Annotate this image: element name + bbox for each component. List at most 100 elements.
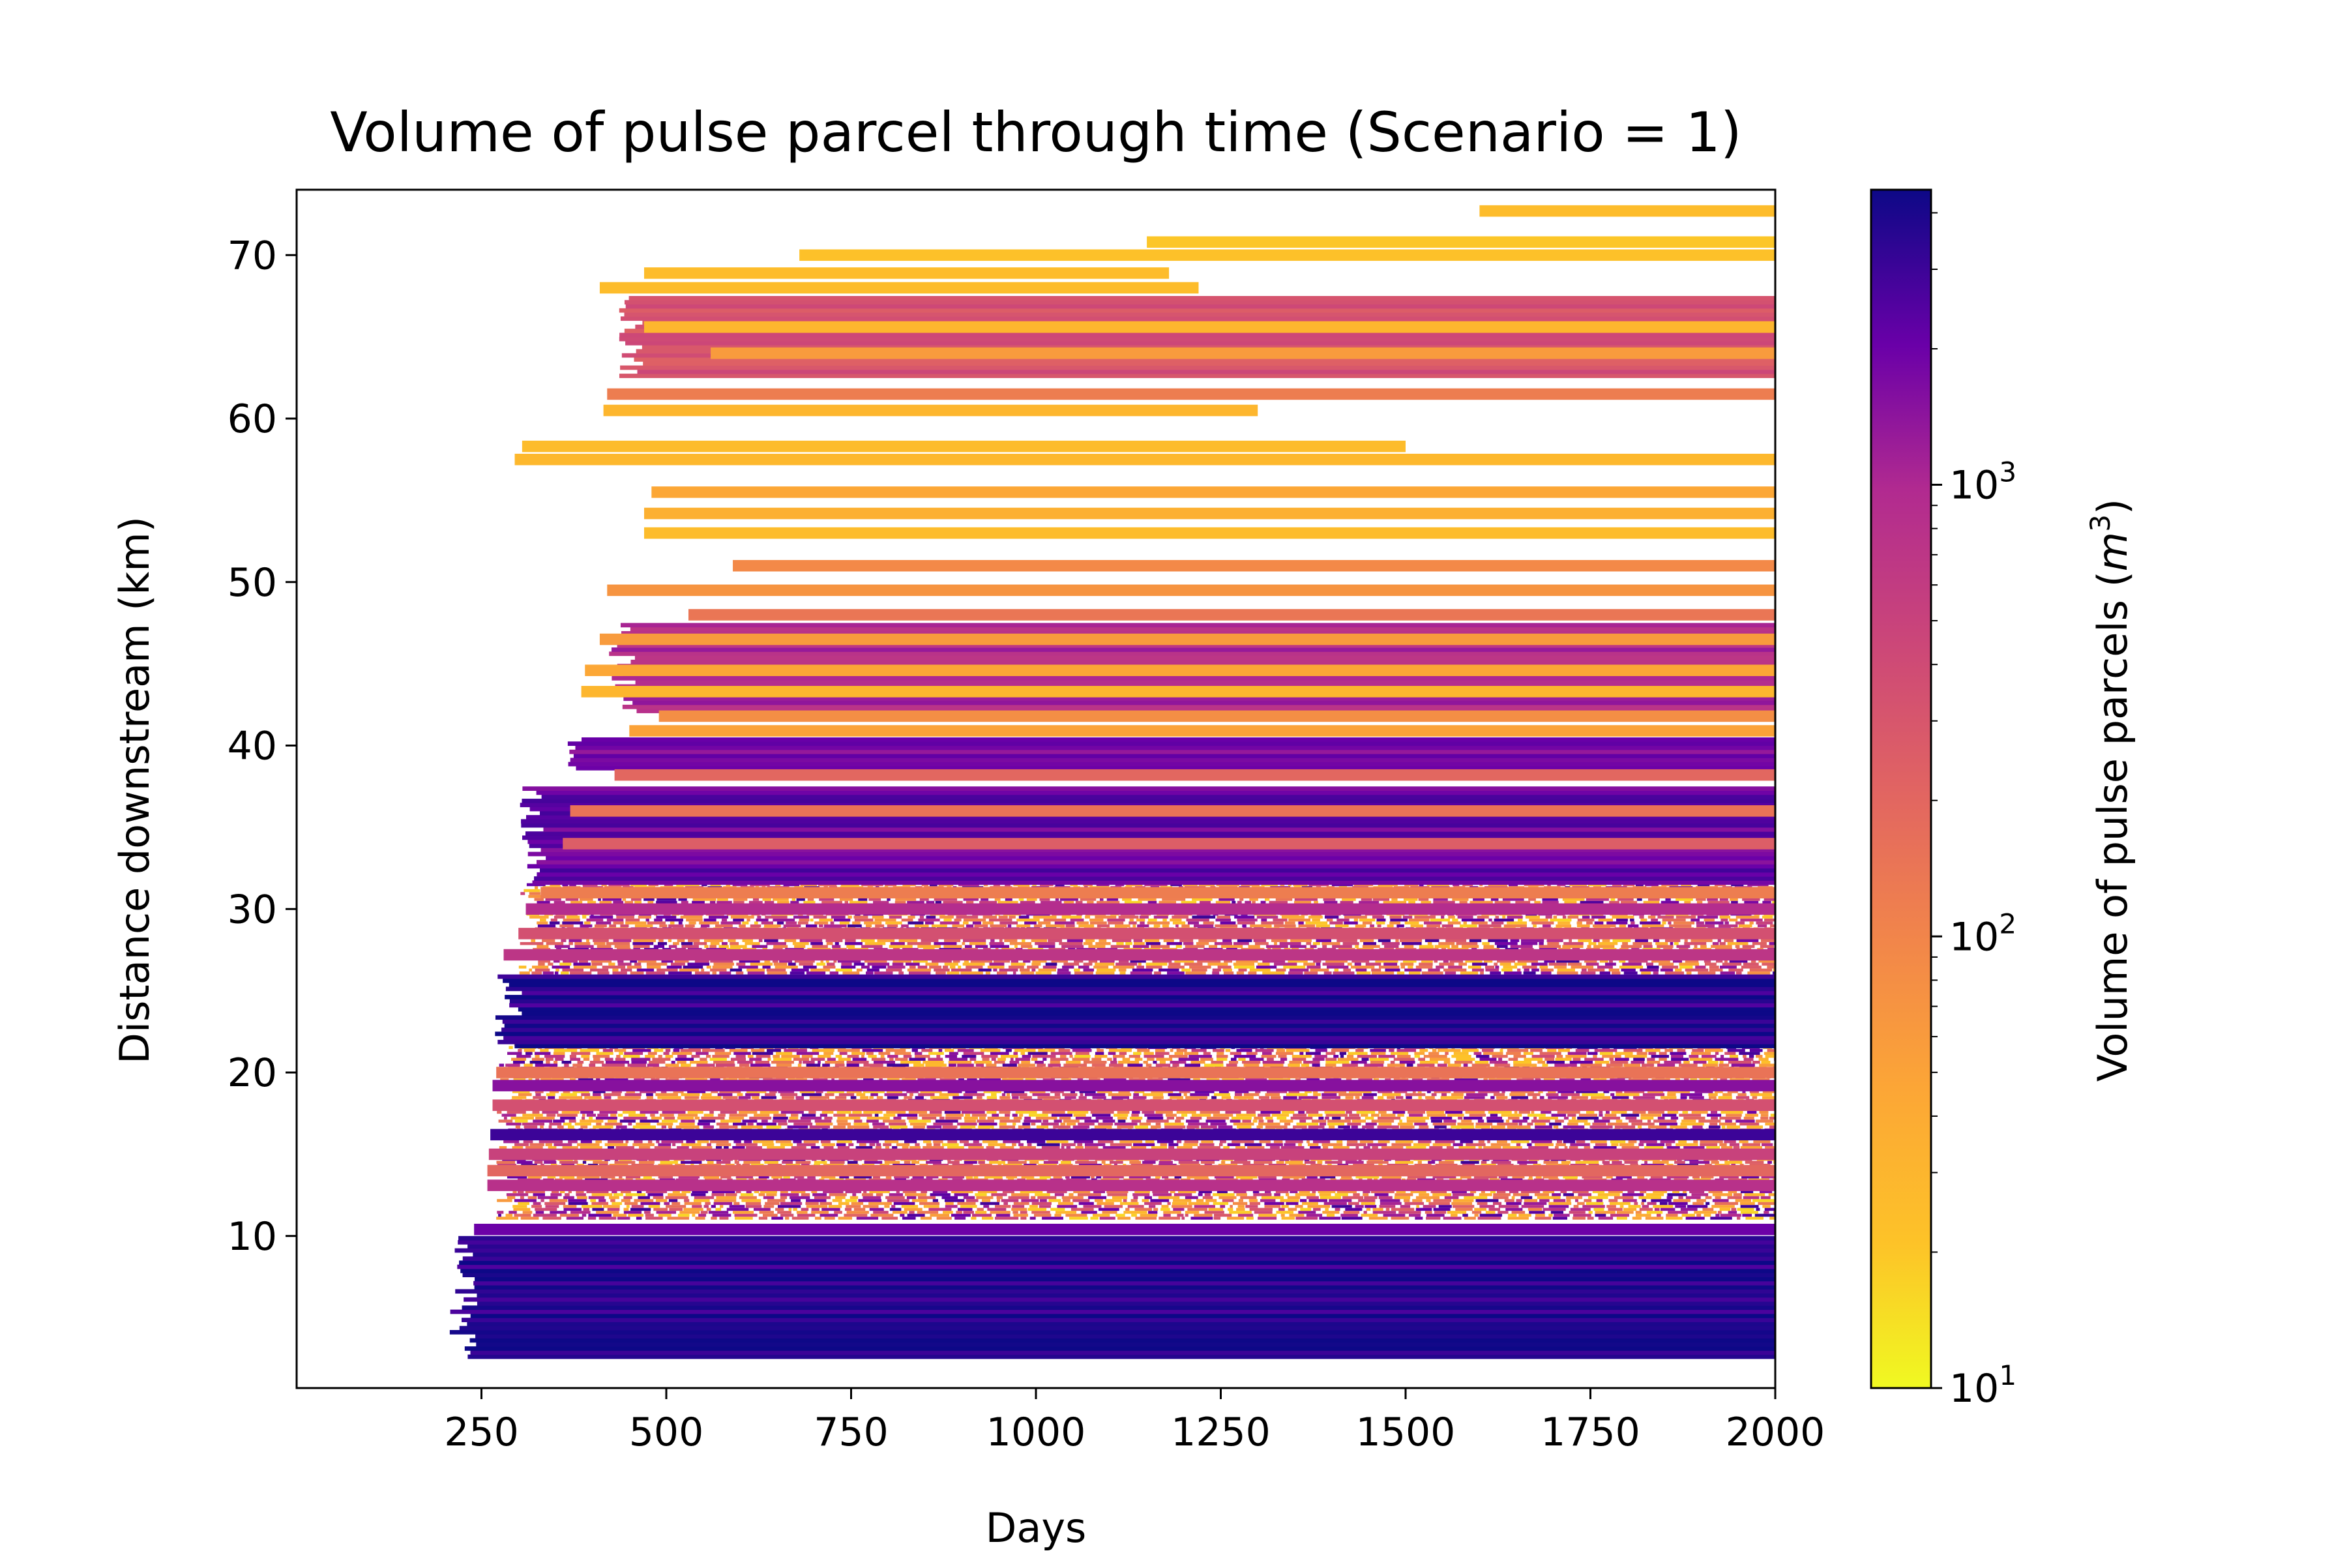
- heatmap-cell: [963, 1211, 974, 1214]
- heatmap-cell: [1174, 1193, 1192, 1196]
- heatmap-cell: [1260, 1110, 1281, 1114]
- heatmap-cell: [499, 1063, 505, 1067]
- heatmap-cell: [1415, 1196, 1440, 1200]
- heatmap-cell: [775, 1140, 791, 1144]
- heatmap-cell: [752, 1052, 773, 1055]
- heatmap-cell: [853, 1207, 866, 1211]
- heatmap-cell: [1160, 1143, 1168, 1146]
- heatmap-cell: [1641, 971, 1651, 975]
- heatmap-cell: [1119, 1052, 1127, 1055]
- heatmap-cell: [595, 1116, 617, 1120]
- heatmap-cell: [1353, 1193, 1360, 1196]
- heatmap-cell: [1003, 1140, 1021, 1144]
- heatmap-cell: [1202, 1196, 1213, 1200]
- heatmap-cell: [1670, 1116, 1679, 1120]
- heatmap-cell: [868, 1054, 877, 1058]
- heatmap-cell: [1712, 1193, 1732, 1196]
- heatmap-cell: [745, 1093, 760, 1097]
- heatmap-cell: [1602, 1054, 1621, 1058]
- heatmap-cell: [515, 1125, 520, 1129]
- heatmap-cell: [1391, 1217, 1410, 1220]
- heatmap-cell: [907, 1116, 918, 1120]
- heatmap-cell: [572, 1090, 589, 1093]
- heatmap-cell: [683, 966, 703, 969]
- heatmap-cell: [1079, 1090, 1096, 1093]
- heatmap-cell: [1623, 1063, 1641, 1067]
- heatmap-cell: [866, 1116, 890, 1120]
- heatmap-cell: [907, 968, 931, 972]
- heatmap-cell: [1615, 1052, 1633, 1055]
- heatmap-cell: [941, 1143, 959, 1146]
- heatmap-cell: [628, 1122, 632, 1126]
- heatmap-cell: [1313, 1140, 1331, 1144]
- heatmap-cell: [1252, 1119, 1258, 1123]
- heatmap-cell: [764, 1161, 778, 1164]
- heatmap-cell: [962, 962, 985, 966]
- heatmap-cell: [1406, 1119, 1426, 1123]
- heatmap-cell: [1615, 1058, 1629, 1061]
- heatmap-cell: [535, 968, 550, 972]
- heatmap-cell: [658, 1213, 672, 1217]
- heatmap-cell: [653, 1207, 668, 1211]
- heatmap-cell: [977, 1190, 997, 1194]
- heatmap-cell: [1108, 1048, 1132, 1052]
- heatmap-cell: [1197, 1146, 1220, 1149]
- heatmap-cell: [984, 1176, 1003, 1179]
- heatmap-cell: [741, 1199, 761, 1202]
- heatmap-cell: [1471, 1063, 1490, 1067]
- heatmap-cell: [818, 1060, 821, 1064]
- heatmap-cell: [945, 1114, 964, 1117]
- heatmap-cell: [942, 1125, 958, 1129]
- heatmap-cell: [982, 1199, 991, 1202]
- heatmap-cell: [778, 1090, 795, 1093]
- heatmap-cell: [776, 1052, 793, 1055]
- heatmap-cell: [735, 1190, 741, 1194]
- heatmap-cell: [678, 1176, 700, 1179]
- heatmap-cell: [1522, 1116, 1529, 1120]
- heatmap-cell: [1255, 1048, 1274, 1052]
- heatmap-cell: [1140, 1213, 1158, 1217]
- heatmap-cell: [1213, 1093, 1230, 1097]
- heatmap-cell: [999, 1122, 1007, 1126]
- heatmap-cell: [1581, 968, 1587, 972]
- heatmap-cell: [1682, 1110, 1689, 1114]
- heatmap-cell: [853, 1176, 872, 1179]
- heatmap-cell: [1696, 1213, 1702, 1217]
- heatmap-cell: [952, 960, 960, 963]
- heatmap-cell: [1516, 1199, 1522, 1202]
- heatmap-cell: [1231, 1116, 1252, 1120]
- heatmap-cell: [1218, 1143, 1223, 1146]
- heatmap-cell: [806, 1063, 821, 1067]
- heatmap-cell: [1418, 1096, 1422, 1099]
- heatmap-cell: [683, 1207, 703, 1211]
- heatmap-cell: [791, 1114, 799, 1117]
- heatmap-cell: [1084, 1143, 1106, 1146]
- heatmap-cell: [919, 1114, 942, 1117]
- heatmap-cell: [1385, 968, 1400, 972]
- heatmap-cell: [1593, 1146, 1617, 1149]
- heatmap-cell: [1345, 1096, 1353, 1099]
- heatmap-cell: [1288, 1207, 1297, 1211]
- heatmap-cell: [711, 1205, 716, 1208]
- heatmap-cell: [1740, 1211, 1758, 1214]
- heatmap-cell: [1306, 1196, 1319, 1200]
- heatmap-cell: [1445, 971, 1456, 975]
- heatmap-cell: [1204, 1063, 1224, 1067]
- heatmap-cell: [1354, 962, 1361, 966]
- heatmap-cell: [922, 1116, 937, 1120]
- heatmap-cell: [1185, 1211, 1200, 1214]
- heatmap-cell: [1024, 1116, 1031, 1120]
- heatmap-cell: [1387, 1063, 1405, 1067]
- heatmap-cell: [1729, 1143, 1740, 1146]
- heatmap-cell: [1728, 1211, 1737, 1214]
- heatmap-cell: [1200, 1110, 1220, 1114]
- heatmap-cell: [1629, 1119, 1643, 1123]
- heatmap-cell: [576, 1190, 584, 1194]
- heatmap-cell: [845, 1190, 862, 1194]
- heatmap-cell: [1347, 962, 1352, 966]
- heatmap-cell: [697, 1140, 709, 1144]
- heatmap-cell: [1379, 1205, 1396, 1208]
- heatmap-cell: [1458, 1116, 1463, 1120]
- heatmap-cell: [1598, 1217, 1614, 1220]
- heatmap-cell: [1593, 1207, 1604, 1211]
